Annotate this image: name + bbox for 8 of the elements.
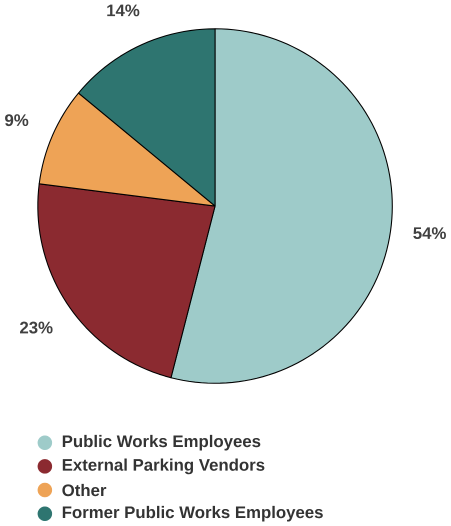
data-label: 23% bbox=[20, 322, 53, 334]
data-label: 54% bbox=[413, 227, 446, 240]
data-label: 9% bbox=[5, 114, 28, 126]
legend-label: Other bbox=[62, 484, 106, 496]
legend-label: External Parking Vendors bbox=[62, 458, 264, 474]
data-label: 14% bbox=[107, 4, 140, 16]
legend-label: Former Public Works Employees bbox=[62, 506, 323, 522]
legend-label: Public Works Employees bbox=[62, 434, 260, 451]
